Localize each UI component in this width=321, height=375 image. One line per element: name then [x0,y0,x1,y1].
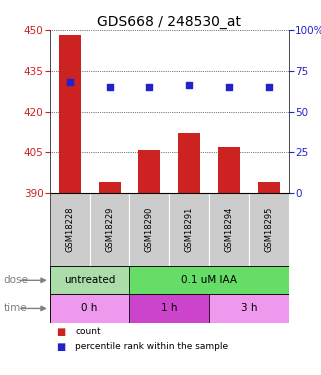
Bar [249,193,289,266]
Point [107,84,112,90]
Text: ■: ■ [56,327,65,337]
Text: GSM18290: GSM18290 [145,207,154,252]
Text: GSM18295: GSM18295 [265,207,273,252]
Text: percentile rank within the sample: percentile rank within the sample [75,342,229,351]
Point [266,84,272,90]
Text: GSM18229: GSM18229 [105,207,114,252]
Text: 3 h: 3 h [241,303,257,313]
Bar [178,134,200,193]
Bar [90,193,129,266]
Bar [50,266,129,294]
Text: 0 h: 0 h [82,303,98,313]
Text: untreated: untreated [64,275,115,285]
Bar [59,36,81,193]
Text: GSM18294: GSM18294 [225,207,234,252]
Text: 1 h: 1 h [161,303,178,313]
Text: dose: dose [3,275,28,285]
Bar [169,193,209,266]
Point [227,84,232,90]
Text: time: time [3,303,27,313]
Text: count: count [75,327,101,336]
Bar [50,294,129,322]
Bar [129,266,289,294]
Text: GSM18291: GSM18291 [185,207,194,252]
Text: 0.1 uM IAA: 0.1 uM IAA [181,275,237,285]
Bar [209,294,289,322]
Bar [258,182,280,193]
Bar [129,294,209,322]
Text: GSM18228: GSM18228 [65,207,74,252]
Bar [138,150,160,193]
Bar [209,193,249,266]
Point [187,82,192,88]
Bar [129,193,169,266]
Text: ■: ■ [56,342,65,352]
Bar [50,193,90,266]
Point [147,84,152,90]
Bar [99,182,120,193]
Point [67,79,72,85]
Bar [218,147,240,193]
Title: GDS668 / 248530_at: GDS668 / 248530_at [97,15,241,29]
